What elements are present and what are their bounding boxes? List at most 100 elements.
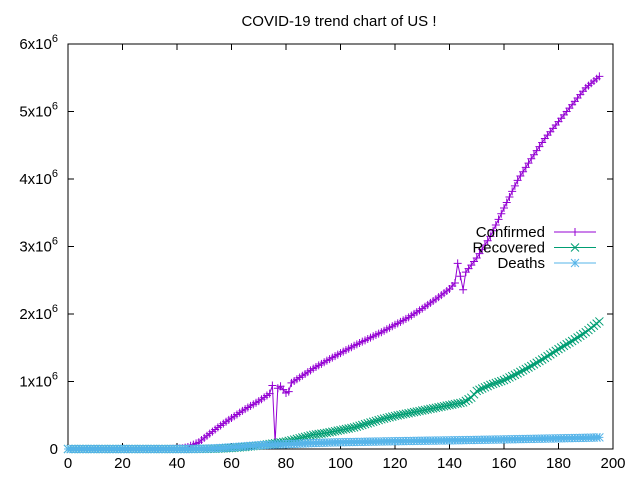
data-point xyxy=(434,402,443,412)
data-point xyxy=(524,363,533,372)
data-point xyxy=(519,167,528,176)
data-point xyxy=(352,422,362,431)
data-point xyxy=(595,72,604,81)
data-point xyxy=(431,403,441,413)
y-tick-exponent: 6 xyxy=(52,101,58,113)
y-tick-exponent: 6 xyxy=(52,303,58,315)
data-point xyxy=(570,243,580,252)
data-point xyxy=(456,398,465,408)
data-point xyxy=(445,400,454,410)
data-point xyxy=(387,412,397,421)
data-point xyxy=(393,411,403,420)
data-point xyxy=(595,317,604,326)
data-point xyxy=(409,407,419,417)
data-point xyxy=(486,380,495,390)
data-point xyxy=(559,341,569,351)
data-point xyxy=(532,146,541,155)
data-point xyxy=(453,259,462,268)
data-point xyxy=(521,364,531,374)
data-point xyxy=(573,333,582,342)
data-point xyxy=(423,405,433,414)
data-point xyxy=(379,414,389,423)
data-point xyxy=(510,181,519,190)
data-point xyxy=(349,423,359,432)
data-point xyxy=(505,192,514,201)
data-point xyxy=(347,423,356,433)
data-point xyxy=(543,351,552,361)
data-point xyxy=(396,410,405,420)
data-point xyxy=(518,366,528,375)
data-point xyxy=(447,400,457,409)
data-point xyxy=(406,408,416,418)
data-point xyxy=(565,338,574,347)
data-point xyxy=(436,402,446,412)
data-point xyxy=(516,172,525,181)
x-tick-label: 140 xyxy=(437,455,462,472)
x-tick-label: 200 xyxy=(600,455,625,472)
x-tick-label: 120 xyxy=(382,455,407,472)
y-tick-label: 4x106 xyxy=(19,168,58,188)
data-point xyxy=(570,258,580,268)
data-point xyxy=(428,404,438,413)
data-point xyxy=(535,142,544,151)
data-point xyxy=(532,358,542,368)
x-tick-label: 40 xyxy=(169,455,186,472)
data-point xyxy=(456,272,465,281)
data-point xyxy=(390,411,400,421)
data-point xyxy=(537,355,547,364)
data-point xyxy=(327,427,337,437)
data-point xyxy=(450,278,459,287)
data-point xyxy=(333,426,343,435)
data-point xyxy=(475,249,484,258)
data-point xyxy=(325,427,334,437)
data-point xyxy=(499,375,509,385)
data-point xyxy=(472,386,482,396)
data-point xyxy=(459,285,468,294)
data-point xyxy=(458,398,468,407)
data-point xyxy=(535,356,544,366)
data-point xyxy=(477,384,487,393)
y-tick-exponent: 6 xyxy=(52,168,58,180)
y-tick-exponent: 6 xyxy=(52,371,58,383)
data-point xyxy=(480,382,490,392)
y-tick-mantissa: 2x10 xyxy=(19,306,52,323)
data-point xyxy=(548,348,558,357)
data-point xyxy=(556,343,566,352)
data-point xyxy=(513,369,522,378)
y-tick-mantissa: 1x10 xyxy=(19,374,52,391)
series-deaths xyxy=(63,433,604,454)
data-point xyxy=(268,381,277,390)
y-tick-label: 3x106 xyxy=(19,236,58,256)
data-point xyxy=(524,159,533,168)
x-tick-label: 60 xyxy=(223,455,240,472)
data-point xyxy=(494,215,503,224)
data-point xyxy=(521,163,530,172)
data-point xyxy=(578,329,588,339)
data-point xyxy=(461,396,471,406)
data-point xyxy=(355,421,364,431)
axes: 0 20 40 60 80 100 120 140 160 180 20001x1062x1063x… xyxy=(19,33,625,472)
data-point xyxy=(401,409,411,419)
x-tick-label: 180 xyxy=(546,455,571,472)
data-point xyxy=(483,381,493,391)
data-point xyxy=(497,209,506,218)
legend-label: Recovered xyxy=(472,240,545,257)
plot-series xyxy=(63,72,604,454)
legend-label: Deaths xyxy=(497,255,545,272)
data-point xyxy=(486,232,495,241)
data-point xyxy=(338,425,348,434)
data-point xyxy=(567,336,577,346)
data-point xyxy=(570,334,580,344)
data-point xyxy=(502,374,512,384)
series-recovered xyxy=(63,317,604,454)
data-point xyxy=(571,228,579,236)
data-point xyxy=(538,138,547,147)
data-point xyxy=(507,371,517,381)
data-point xyxy=(551,346,561,356)
data-point xyxy=(382,413,392,423)
data-point xyxy=(527,154,536,163)
data-point xyxy=(595,433,604,442)
data-point xyxy=(554,344,563,354)
data-point xyxy=(306,431,315,440)
data-point xyxy=(377,414,386,424)
